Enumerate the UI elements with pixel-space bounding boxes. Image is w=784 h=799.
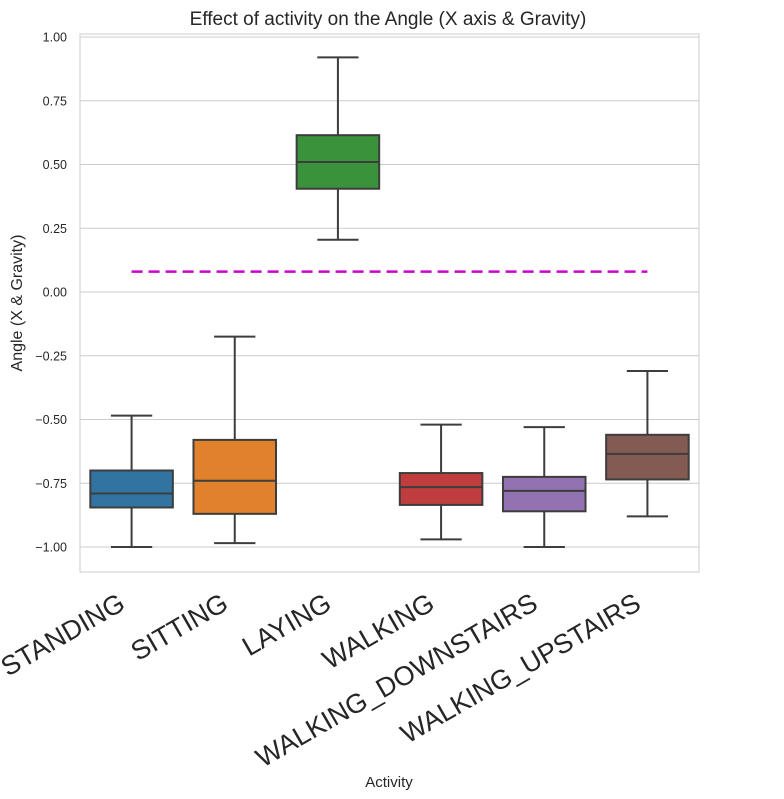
y-tick-label: 1.00: [43, 31, 67, 45]
y-axis-ticks: −1.00 −0.75 −0.50 −0.25 0.00 0.25 0.50 0.75 1.00: [35, 31, 67, 555]
y-tick-label: −0.75: [35, 477, 67, 491]
box-standing: [89, 414, 174, 548]
grid-lines: [80, 36, 699, 548]
plot-frame: [79, 33, 700, 573]
box-iqr: [398, 472, 484, 506]
box-walking-upstairs: [605, 370, 690, 518]
box-laying: [295, 56, 381, 241]
y-axis-label: Angle (X & Gravity): [9, 235, 26, 372]
y-tick-label: 0.50: [43, 158, 67, 172]
box-sitting: [192, 335, 278, 545]
box-walking-downstairs: [501, 426, 587, 548]
y-tick-label: 0.75: [43, 94, 67, 108]
box-iqr: [501, 475, 587, 513]
x-tick-label: STANDING: [0, 587, 130, 682]
y-tick-label: 0.25: [43, 222, 67, 236]
box-iqr: [89, 469, 174, 509]
y-tick-label: 0.00: [43, 286, 67, 300]
y-tick-label: −0.25: [35, 349, 67, 363]
x-tick-label: SITTING: [126, 587, 233, 666]
box-walking: [398, 423, 484, 541]
y-tick-label: −1.00: [35, 541, 67, 555]
y-tick-label: −0.50: [35, 413, 67, 427]
chart-title: Effect of activity on the Angle (X axis …: [190, 9, 587, 30]
box-iqr: [192, 438, 278, 515]
box-iqr: [605, 433, 690, 481]
box-plots: [89, 56, 690, 548]
x-axis-label: Activity: [365, 774, 413, 791]
